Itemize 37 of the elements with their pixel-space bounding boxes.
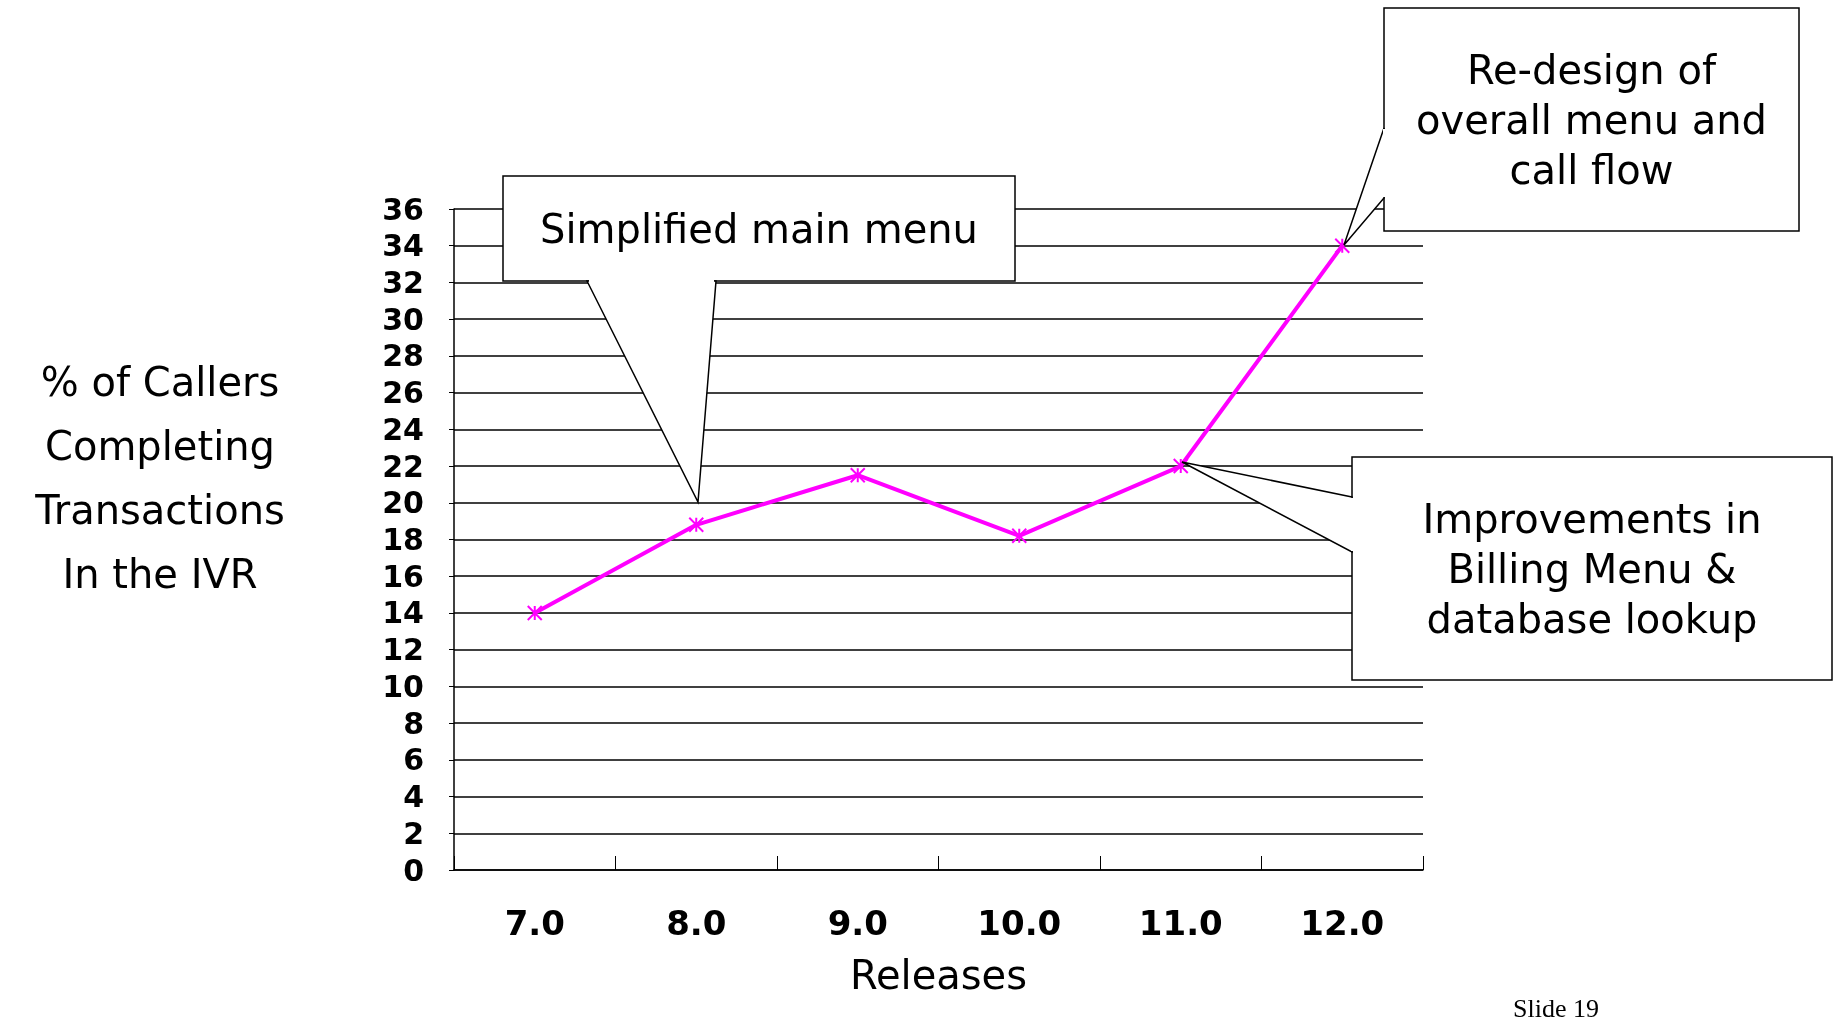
x-tick-label: 9.0 [827,903,888,943]
y-tick-label: 28 [382,338,424,374]
y-tick-label: 0 [403,852,424,888]
annotation: Improvements in Billing Menu & database lookup [1421,494,1763,644]
y-tick-label: 20 [382,485,424,521]
y-tick-label: 22 [382,448,424,484]
y-tick-label: 34 [382,228,424,264]
point [1334,237,1351,254]
y-tick-label: 16 [382,558,424,594]
y-tick-label: 24 [382,411,424,447]
text: Slide 19 [1513,993,1600,1023]
y-tick-label: 14 [382,595,424,631]
y-tick-label: 4 [403,779,424,815]
x-tick-label: 12.0 [1300,903,1385,943]
x-tick-label: 7.0 [504,903,565,943]
y-tick-label: 8 [403,705,424,741]
point [1011,527,1028,544]
x-tick-label: 10.0 [977,903,1062,943]
annotation: Simplified main menu [539,204,979,254]
y-tick-label: 36 [382,191,424,227]
y-tick-label: 32 [382,264,424,300]
y-tick-label: 26 [382,375,424,411]
y-tick-label: 30 [382,301,424,337]
point [1172,458,1189,475]
y-tick-label: 18 [382,522,424,557]
point [526,604,543,621]
x-tick-label: 8.0 [666,903,727,943]
point [688,516,705,533]
y-axis-title: % of Callers Completing Transactions In the IVR [34,358,286,599]
x-tick-label: 11.0 [1138,903,1223,943]
x-axis-title: Releases [849,952,1028,998]
y-tick-label: 10 [382,668,424,704]
y-tick-label: 2 [403,815,424,851]
y-tick-label: 12 [382,632,424,668]
y-tick-label: 6 [403,742,424,778]
callout-box: Simplified main menu [502,175,1016,503]
point [849,467,866,484]
